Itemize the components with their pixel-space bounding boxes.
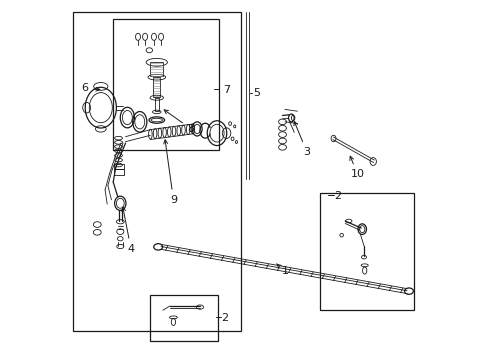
- Text: 6: 6: [81, 83, 100, 93]
- Text: 8: 8: [164, 110, 194, 134]
- Bar: [73, 12, 240, 331]
- Text: 7: 7: [223, 85, 230, 95]
- Text: 10: 10: [349, 156, 364, 179]
- Bar: [150, 62, 163, 76]
- Bar: [320, 193, 413, 310]
- Bar: [113, 19, 219, 150]
- Text: 9: 9: [164, 140, 177, 205]
- Text: 1: 1: [276, 264, 288, 276]
- Bar: [154, 98, 159, 111]
- Text: 4: 4: [121, 207, 134, 253]
- Text: 2: 2: [221, 313, 228, 323]
- Bar: [114, 164, 123, 169]
- Text: 2: 2: [334, 191, 341, 201]
- Bar: [114, 169, 123, 175]
- Bar: [150, 295, 217, 341]
- Bar: [153, 77, 160, 97]
- Text: 5: 5: [253, 89, 259, 99]
- Text: 3: 3: [293, 121, 310, 157]
